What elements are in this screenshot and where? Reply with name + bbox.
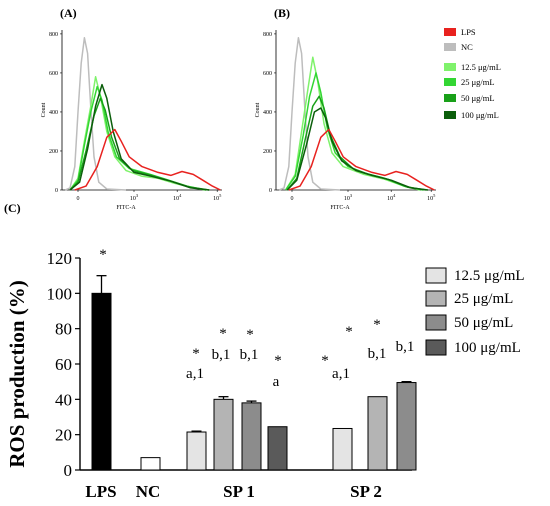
bar-y-tick-label: 100 xyxy=(47,284,73,303)
histogram-legend-swatch xyxy=(444,28,456,36)
bar-significance-star: * xyxy=(219,326,227,342)
bar xyxy=(267,426,288,471)
histogram-legend-label: 25 μg/mL xyxy=(461,77,495,87)
x-tick-label-b: 0 xyxy=(291,196,294,202)
bar-y-tick-label: 120 xyxy=(47,249,73,268)
bar-y-tick-label: 60 xyxy=(55,355,72,374)
bar-y-tick-label: 0 xyxy=(64,461,73,480)
bar-significance-label: a xyxy=(273,374,280,390)
bar-legend-label: 100 μg/mL xyxy=(454,340,521,356)
x-axis-label-b: FITC-A xyxy=(330,205,350,211)
x-tick-label-b: 105 xyxy=(427,193,436,202)
bar-legend-label: 25 μg/mL xyxy=(454,291,513,307)
bar-y-tick-label: 40 xyxy=(55,390,72,409)
bar xyxy=(241,402,262,471)
x-tick-label-b: 103 xyxy=(344,193,353,202)
bar-significance-star: * xyxy=(99,247,107,263)
bar-significance-star: * xyxy=(345,324,353,340)
bar xyxy=(186,431,207,471)
bar xyxy=(213,398,234,471)
histogram-legend-swatch xyxy=(444,63,456,71)
histogram-curve-100-g-ml xyxy=(286,107,429,191)
histogram-curve-nc xyxy=(278,37,341,191)
y-axis-label-b: Count xyxy=(255,102,261,117)
bar-category-label: SP 2 xyxy=(350,482,382,501)
histogram-legend-label: 12.5 μg/mL xyxy=(461,62,501,72)
histogram-legend-label: 100 μg/mL xyxy=(461,110,499,120)
bar-significance-label: a,1 xyxy=(186,366,204,382)
x-tick-label-a: 104 xyxy=(173,193,182,202)
x-tick-label-b: 104 xyxy=(387,193,396,202)
bar-significance-star: * xyxy=(274,353,282,369)
bar-legend-swatch xyxy=(425,267,447,284)
y-tick-label-a: 0 xyxy=(55,188,58,194)
histogram-legend-label: 50 μg/mL xyxy=(461,93,495,103)
histogram-legend: LPS NC 12.5 μg/mL 25 μg/mL 50 μg/mL 100 μg/mL xyxy=(444,27,501,120)
x-tick-label-a: 105 xyxy=(213,193,222,202)
histogram-legend-swatch xyxy=(444,43,456,51)
bar-y-axis-label: ROS production (%) xyxy=(5,280,29,467)
y-tick-label-a: 600 xyxy=(49,71,58,77)
bar-legend-label: 50 μg/mL xyxy=(454,315,513,331)
histogram-panel-b: 0 200 400 600 800 Count 0 103 104 105 FITC-A xyxy=(255,30,436,211)
bar xyxy=(140,457,161,471)
y-tick-label-b: 400 xyxy=(263,110,272,116)
histogram-curve-50-g-ml xyxy=(286,95,427,191)
bar xyxy=(91,292,112,471)
panel-label-a: (A) xyxy=(60,6,77,20)
histogram-panel-a: 0 200 400 600 800 Count 0 103 104 105 FITC-A xyxy=(41,30,222,211)
bar xyxy=(367,396,388,471)
bar-significance-label: b,1 xyxy=(212,347,231,363)
x-tick-label-a: 103 xyxy=(130,193,139,202)
bar-significance-star: * xyxy=(321,353,329,369)
bar-y-tick-label: 80 xyxy=(55,320,72,339)
histogram-legend-swatch xyxy=(444,111,456,119)
y-tick-label-b: 200 xyxy=(263,149,272,155)
histogram-curve-12-5-g-ml xyxy=(69,76,207,191)
bar-significance-label: b,1 xyxy=(368,346,387,362)
panel-label-c: (C) xyxy=(4,201,21,215)
histogram-legend-swatch xyxy=(444,78,456,86)
bar-category-label: NC xyxy=(136,482,161,501)
bar-legend-swatch xyxy=(425,290,447,307)
bar-significance-star: * xyxy=(373,317,381,333)
y-tick-label-b: 800 xyxy=(263,32,272,38)
bar-legend-label: 12.5 μg/mL xyxy=(454,268,525,284)
bar-significance-label: b,1 xyxy=(396,339,415,355)
x-tick-label-a: 0 xyxy=(77,196,80,202)
bar-category-label: SP 1 xyxy=(223,482,255,501)
histogram-legend-label: NC xyxy=(461,42,473,52)
histogram-curve-lps xyxy=(74,128,221,191)
bar xyxy=(396,382,417,471)
x-axis-label-a: FITC-A xyxy=(116,205,136,211)
histogram-curve-lps xyxy=(288,128,435,191)
bar-legend: 12.5 μg/mL 25 μg/mL 50 μg/mL 100 μg/mL xyxy=(425,267,525,356)
bar-significance-star: * xyxy=(246,327,254,343)
panel-label-b: (B) xyxy=(274,6,290,20)
histogram-legend-label: LPS xyxy=(461,27,476,37)
bar-significance-label: b,1 xyxy=(240,347,259,363)
bar-y-tick-label: 20 xyxy=(55,426,72,445)
y-tick-label-a: 800 xyxy=(49,32,58,38)
y-tick-label-a: 200 xyxy=(49,149,58,155)
bar-legend-swatch xyxy=(425,314,447,331)
y-tick-label-a: 400 xyxy=(49,110,58,116)
bar xyxy=(332,427,353,471)
y-tick-label-b: 600 xyxy=(263,71,272,77)
bar-category-label: LPS xyxy=(85,482,116,501)
histogram-legend-swatch xyxy=(444,94,456,102)
bar-significance-star: * xyxy=(192,346,200,362)
bar-legend-swatch xyxy=(425,339,447,356)
histogram-curve-nc xyxy=(64,37,127,191)
y-tick-label-b: 0 xyxy=(269,188,272,194)
bar-significance-label: a,1 xyxy=(332,366,350,382)
y-axis-label-a: Count xyxy=(41,102,47,117)
